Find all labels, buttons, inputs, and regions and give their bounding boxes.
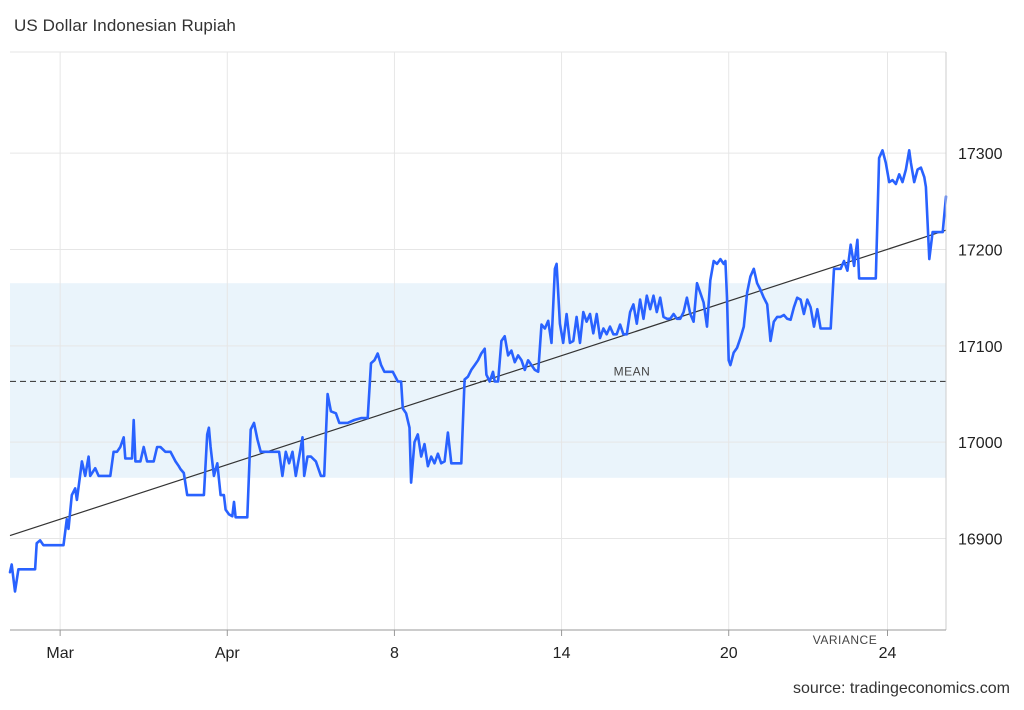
x-tick-label: 8 [390, 645, 399, 662]
x-tick-label: Apr [215, 645, 241, 662]
y-tick-label: 16900 [958, 531, 1003, 548]
y-tick-label: 17300 [958, 146, 1003, 163]
variance-band [10, 283, 946, 478]
variance-label: VARIANCE [813, 633, 877, 647]
x-tick-label: Mar [46, 645, 74, 662]
y-tick-label: 17000 [958, 435, 1003, 452]
chart-title: US Dollar Indonesian Rupiah [14, 16, 236, 35]
series-layer [8, 149, 948, 593]
y-tick-label: 17200 [958, 242, 1003, 259]
variance-band-layer [10, 283, 946, 478]
series-line-0 [8, 149, 948, 593]
axis-layer: 16900 17000 17100 17200 17300 Mar Apr 8 14 20 24VA… [10, 52, 1003, 662]
x-tick-label: 20 [720, 645, 738, 662]
trend-line [9, 229, 947, 537]
x-tick-label: 14 [553, 645, 571, 662]
trend-line-layer [9, 229, 947, 537]
source-credit: source: tradingeconomics.com [793, 680, 1010, 697]
mean-label: MEAN [614, 364, 651, 378]
x-tick-label: 24 [879, 645, 897, 662]
grid-layer [10, 51, 946, 630]
mean-line-layer: MEAN [10, 364, 946, 383]
y-tick-label: 17100 [958, 339, 1003, 356]
